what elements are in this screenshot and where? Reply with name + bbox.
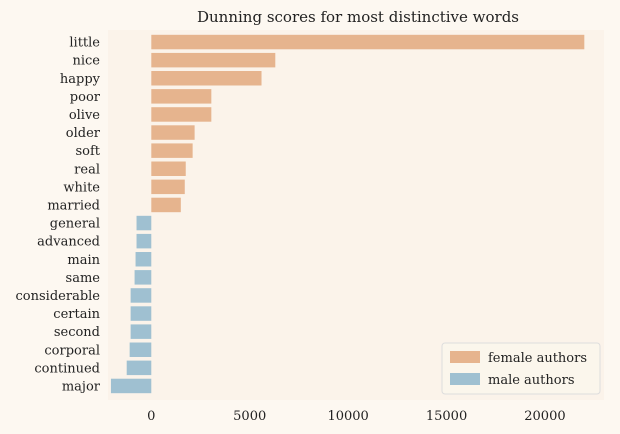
bar-general [136, 215, 152, 231]
y-label-happy: happy [60, 72, 101, 87]
x-tick-5000: 5000 [233, 409, 266, 424]
legend: female authors male authors [441, 342, 601, 395]
bar-married [151, 197, 181, 213]
bar-soft [151, 143, 193, 158]
bar-happy [151, 71, 262, 86]
x-tick-15000: 15000 [426, 409, 467, 424]
y-label-nice: nice [72, 54, 100, 69]
y-label-general: general [50, 217, 100, 232]
legend-label-male: male authors [488, 373, 575, 388]
y-label-main: main [67, 253, 100, 268]
bar-main [135, 252, 152, 267]
y-label-second: second [54, 325, 100, 340]
bar-considerable [130, 288, 152, 303]
y-label-older: older [66, 126, 101, 141]
y-label-certain: certain [53, 307, 100, 322]
y-label-considerable: considerable [16, 289, 101, 304]
bar-olive [151, 107, 212, 122]
y-label-soft: soft [75, 144, 100, 159]
bar-second [130, 324, 152, 339]
x-tick-20000: 20000 [524, 409, 565, 424]
y-label-continued: continued [34, 361, 100, 376]
y-label-white: white [63, 180, 100, 195]
y-label-olive: olive [69, 108, 100, 123]
chart-title: Dunning scores for most distinctive word… [197, 8, 519, 26]
y-label-married: married [47, 198, 100, 213]
y-label-same: same [66, 271, 101, 286]
y-label-corporal: corporal [44, 343, 100, 358]
bar-corporal [129, 342, 152, 357]
legend-swatch-female [450, 351, 480, 363]
bar-poor [151, 89, 212, 104]
bar-nice [151, 52, 276, 68]
y-label-advanced: advanced [37, 235, 100, 250]
bar-continued [126, 360, 152, 376]
y-labels-group: little nice happy poor olive older soft real whi… [16, 36, 101, 395]
bar-same [134, 270, 152, 285]
bar-advanced [136, 233, 152, 249]
y-label-poor: poor [70, 90, 101, 105]
x-tick-10000: 10000 [327, 409, 368, 424]
bar-older [151, 125, 195, 140]
bar-major [110, 378, 152, 394]
bar-white [151, 179, 185, 195]
y-label-major: major [62, 379, 101, 394]
bar-little [151, 34, 585, 50]
x-tick-0: 0 [147, 409, 155, 424]
y-label-real: real [74, 162, 100, 177]
legend-label-female: female authors [488, 351, 587, 366]
bar-real [151, 161, 186, 176]
y-label-little: little [69, 36, 100, 51]
x-ticks-group: 0 5000 10000 15000 20000 [147, 409, 565, 424]
legend-swatch-male [450, 373, 480, 385]
bars-group [110, 34, 585, 394]
legend-box [441, 342, 601, 395]
bar-certain [130, 306, 152, 321]
